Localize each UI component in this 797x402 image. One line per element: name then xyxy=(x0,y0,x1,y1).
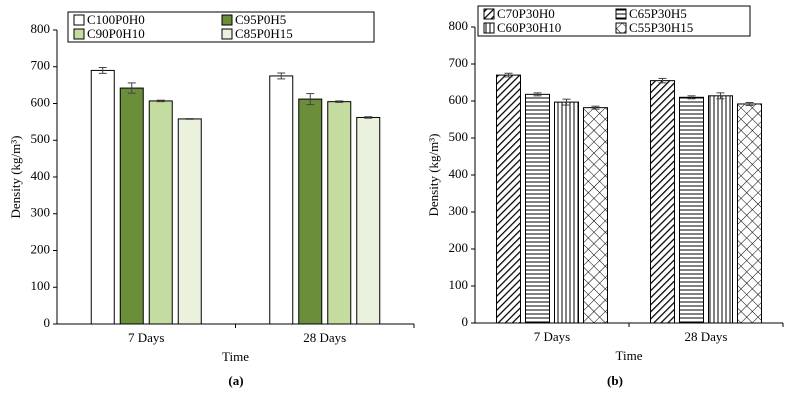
y-axis-label: Density (kg/m³) xyxy=(426,134,441,217)
legend-swatch xyxy=(615,22,627,34)
y-tick-label: 800 xyxy=(31,21,51,36)
legend-swatch xyxy=(221,28,233,40)
bar xyxy=(496,74,521,324)
y-tick-label: 100 xyxy=(31,278,51,293)
y-tick-label: 300 xyxy=(449,203,469,218)
bar xyxy=(177,118,202,325)
legend-box xyxy=(477,5,751,37)
y-tick-label: 500 xyxy=(449,129,469,144)
y-tick-label: 800 xyxy=(449,18,469,33)
legend-swatch xyxy=(221,14,233,26)
legend-label: C90P0H10 xyxy=(87,26,145,41)
y-tick-label: 700 xyxy=(31,58,51,73)
error-bar xyxy=(335,100,344,103)
y-tick-label: 200 xyxy=(31,241,51,256)
error-bar xyxy=(562,98,571,106)
bar xyxy=(679,96,704,324)
bar xyxy=(148,100,173,325)
error-bar xyxy=(716,92,725,100)
y-tick-label: 300 xyxy=(31,205,51,220)
y-tick-label: 600 xyxy=(449,92,469,107)
error-bar xyxy=(504,72,513,78)
legend-label: C100P0H0 xyxy=(87,12,145,27)
y-tick-label: 100 xyxy=(449,277,469,292)
legend-label: C70P30H0 xyxy=(497,6,555,21)
panel-label: (a) xyxy=(228,373,243,388)
bar xyxy=(650,80,675,324)
bar xyxy=(737,103,762,324)
error-bar xyxy=(687,95,696,100)
error-bar xyxy=(306,93,315,106)
y-tick-label: 0 xyxy=(44,315,51,330)
legend-swatch xyxy=(483,22,495,34)
y-tick-label: 0 xyxy=(462,314,469,329)
panel-label: (b) xyxy=(607,373,623,388)
bar xyxy=(356,116,381,325)
legend-swatch xyxy=(483,8,495,20)
legend-box xyxy=(67,11,375,43)
legend-label: C95P0H5 xyxy=(235,12,286,27)
bar xyxy=(298,98,323,325)
error-bar xyxy=(658,77,667,84)
legend-label: C60P30H10 xyxy=(497,20,561,35)
x-tick-label: 28 Days xyxy=(303,330,346,345)
y-tick-label: 500 xyxy=(31,131,51,146)
bar xyxy=(554,101,579,324)
error-bar xyxy=(98,66,107,74)
error-bar xyxy=(591,105,600,110)
x-axis-label: Time xyxy=(616,348,643,363)
error-bar xyxy=(533,92,542,97)
error-bar xyxy=(745,101,754,106)
bar xyxy=(583,107,608,324)
x-tick-label: 28 Days xyxy=(685,329,728,344)
x-axis-label: Time xyxy=(222,349,249,364)
legend-label: C65P30H5 xyxy=(629,6,687,21)
y-tick-label: 700 xyxy=(449,55,469,70)
legend-label: C85P0H15 xyxy=(235,26,293,41)
bar xyxy=(708,95,733,324)
bar xyxy=(525,93,550,324)
bar xyxy=(327,101,352,325)
bar xyxy=(90,69,115,325)
y-axis-label: Density (kg/m³) xyxy=(8,136,23,219)
x-tick-label: 7 Days xyxy=(128,330,164,345)
error-bar xyxy=(277,72,286,80)
legend-swatch xyxy=(615,8,627,20)
error-bar xyxy=(156,99,165,103)
bar xyxy=(119,87,144,325)
y-tick-label: 400 xyxy=(449,166,469,181)
y-tick-label: 200 xyxy=(449,240,469,255)
bar xyxy=(269,75,294,325)
error-bar xyxy=(185,118,194,120)
legend-swatch xyxy=(73,28,85,40)
y-tick-label: 400 xyxy=(31,168,51,183)
error-bar xyxy=(364,116,373,119)
legend-swatch xyxy=(73,14,85,26)
legend-label: C55P30H15 xyxy=(629,20,693,35)
error-bar xyxy=(127,82,136,94)
x-tick-label: 7 Days xyxy=(534,329,570,344)
y-tick-label: 600 xyxy=(31,94,51,109)
